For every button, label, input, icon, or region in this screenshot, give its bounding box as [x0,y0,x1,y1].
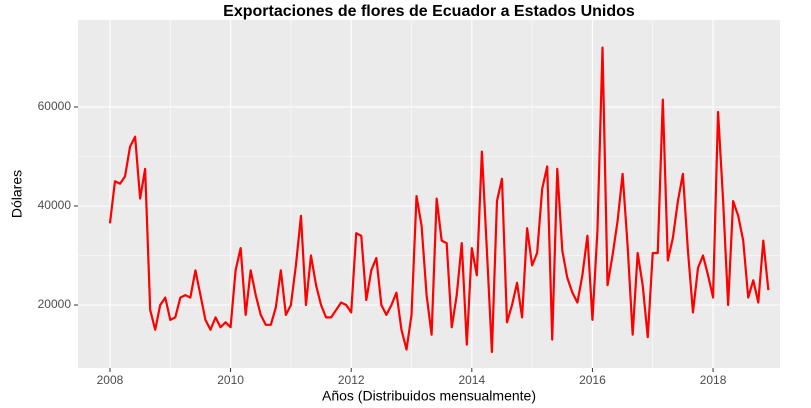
y-tick-label: 60000 [38,99,72,113]
chart-title: Exportaciones de flores de Ecuador a Est… [223,3,635,20]
x-tick-label: 2012 [338,373,365,387]
y-tick-label: 20000 [38,297,72,311]
x-tick-label: 2018 [700,373,727,387]
y-axis-title: Dólares [9,170,25,218]
x-tick-label: 2016 [579,373,606,387]
x-tick-label: 2010 [217,373,244,387]
x-tick-label: 2008 [97,373,124,387]
data-line [108,46,770,354]
x-axis-title: Años (Distribuidos mensualmente) [322,388,536,404]
x-tick-label: 2014 [458,373,485,387]
y-tick-label: 40000 [38,198,72,212]
